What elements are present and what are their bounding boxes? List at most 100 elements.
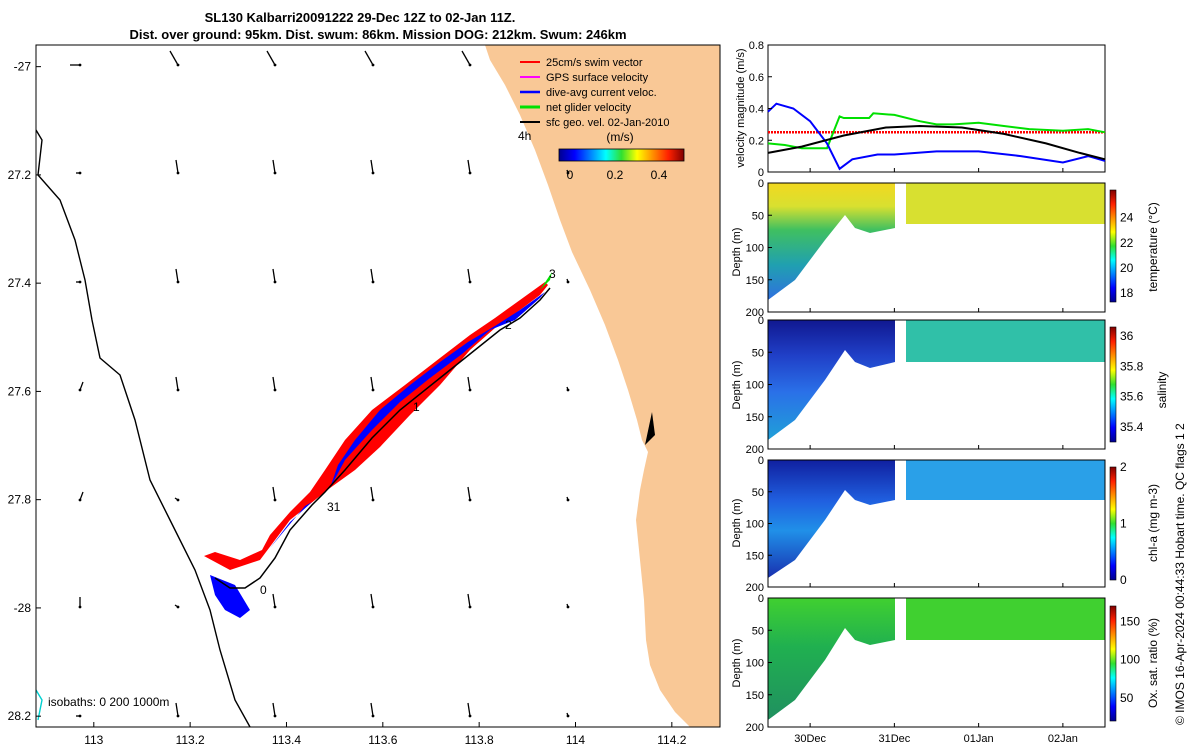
isobaths-label: isobaths: 0 200 1000m [48,695,169,709]
geo-vector-base [176,171,180,175]
time-tick-label: 31Dec [878,733,910,745]
oxygen-axis-ticks: 0 50 100 150 200 50 100 150 [746,593,1141,734]
velocity-ytick-label: 0.2 [749,135,764,147]
geo-vector-base [371,280,375,284]
depth-tick-label: 200 [746,722,764,734]
colorbar-tick-label: 100 [1120,653,1140,667]
map-legend: 25cm/s swim vector GPS surface velocity … [520,57,670,129]
geo-vector-base [371,171,375,175]
time-tick-label: 01Jan [964,733,994,745]
chla-colorbar [1109,466,1117,581]
map-xtick-label: 114 [566,733,585,747]
geo-vector-arrow [175,268,179,283]
temperature-panel: 0 50 100 150 200 18 20 22 24 Depth (m) temperatu… [731,178,1160,319]
geo-vector-base [273,388,277,392]
legend-label-geo: sfc geo. vel. 02-Jan-2010 [546,117,670,129]
colorbar-tick-label: 22 [1120,236,1134,250]
map-panel: 31 1 2 3 4h 0 isobaths: 0 200 1000m 113 1… [8,44,721,747]
depth-tick-label: 200 [746,307,764,319]
track-label-31: 31 [327,500,341,514]
colorbar-tick-label: 18 [1120,286,1134,300]
colorbar-tick-label: 50 [1120,691,1134,705]
glider-track-line [214,287,551,589]
geo-vector-base [78,498,82,502]
geo-vector-arrow [461,50,471,66]
geo-vector-base [468,388,472,392]
geo-vector-base [176,498,180,502]
geo-vector-base [273,714,277,718]
track-label-4h: 4h [518,129,531,143]
map-xtick-label: 113.2 [176,733,205,747]
chla-section-late [906,460,1105,500]
temperature-section-late [906,183,1105,224]
depth-tick-label: 150 [746,550,764,562]
map-ytick-label: 27.8 [8,493,32,507]
colorbar-tick-label: 35.4 [1120,420,1144,434]
colorbar-tick-label: 2 [1120,460,1127,474]
velocity-ytick-label: 0.4 [749,104,764,116]
map-xtick-label: 114.2 [657,733,686,747]
geo-vector-base [273,63,277,67]
geo-vector-arrow [272,376,276,391]
chla-colorbar-label: chl-a (mg m-3) [1146,484,1160,562]
map-ytick-label: -27 [14,60,32,74]
depth-tick-label: 200 [746,444,764,456]
velocity-series-geo [767,124,1106,161]
map-frame [35,44,721,728]
track-label-2: 2 [505,318,512,332]
geo-vector-base [566,605,570,609]
track-label-1: 1 [413,400,420,414]
map-colorbar-label: (m/s) [606,130,633,144]
salinity-colorbar [1109,326,1117,443]
geostrophic-vectors [70,50,570,718]
geo-vector-base [78,280,82,284]
figure-title-line1: SL130 Kalbarri20091222 29-Dec 12Z to 02-… [205,10,516,25]
velocity-series-current [767,102,1106,171]
geo-vector-arrow [272,702,276,717]
map-colorbar-gradient [558,148,685,162]
legend-label-gps: GPS surface velocity [546,72,649,84]
map-ytick-label: 27.2 [8,168,32,182]
legend-label-net: net glider velocity [546,102,631,114]
geo-vector-arrow [175,159,179,174]
colorbar-tick-label: 24 [1120,211,1134,225]
velocity-ytick-label: 0.6 [749,72,764,84]
map-axis-ticks: 113 113.2 113.4 113.6 113.8 114 114.2 -27 27.2 27… [8,60,687,747]
legend-item-geo: sfc geo. vel. 02-Jan-2010 [520,117,670,129]
geo-vector-base [371,605,375,609]
geo-vector-base [78,605,82,609]
velocity-axes [767,44,1106,173]
geo-vector-arrow [370,486,374,501]
time-axis-ticks: 30Dec 31Dec 01Jan 02Jan [794,168,1078,745]
geo-vector-base [273,280,277,284]
map-xtick-label: 113 [84,733,103,747]
geo-vector-arrow [467,486,471,501]
figure-title-line2: Dist. over ground: 95km. Dist. swum: 86k… [129,27,626,42]
legend-label-current: dive-avg current veloc. [546,87,657,99]
geo-vector-base [78,714,82,718]
oxygen-colorbar [1109,605,1117,722]
colorbar-tick-label: 36 [1120,329,1134,343]
geo-vector-base [273,171,277,175]
geo-vector-arrow [79,381,84,391]
legend-label-swim: 25cm/s swim vector [546,57,643,69]
velocity-ylabel: velocity magnitude (m/s) [735,48,747,167]
geo-vector-base [176,605,180,609]
salinity-colorbar-label: salinity [1155,372,1169,409]
oxygen-section-late [906,598,1105,640]
temperature-colorbar-label: temperature (°C) [1146,202,1160,292]
colorbar-tick-label: 150 [1120,614,1140,628]
map-ytick-label: 28.2 [8,709,32,723]
salinity-axis-ticks: 0 50 100 150 200 35.4 35.6 35.8 36 [746,315,1144,456]
geo-vector-base [78,171,82,175]
glider-track-swath [204,272,552,618]
depth-tick-label: 0 [758,178,764,190]
velocity-ytick-label: 0.8 [749,40,764,52]
depth-tick-label: 0 [758,593,764,605]
depth-tick-label: 150 [746,690,764,702]
track-label-3: 3 [549,267,556,281]
geo-vector-arrow [370,702,374,717]
temperature-axis-ticks: 0 50 100 150 200 18 20 22 24 [746,178,1134,319]
geo-vector-arrow [79,491,84,501]
chla-panel: 0 50 100 150 200 0 1 2 Depth (m) chl-a (mg m-3) [731,455,1160,594]
